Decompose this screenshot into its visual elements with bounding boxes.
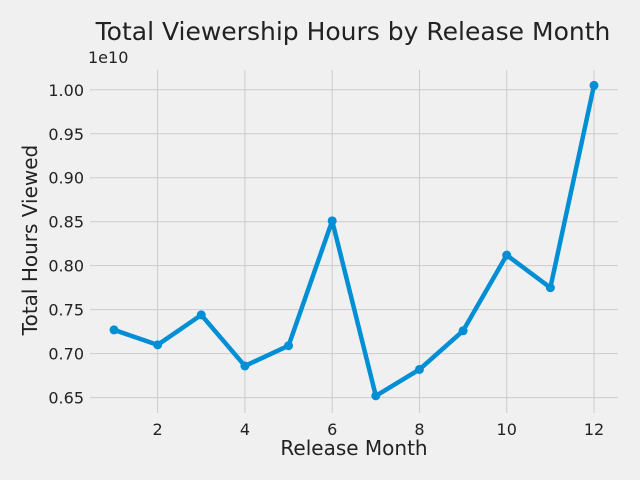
data-point [196, 310, 206, 320]
x-tick-label: 6 [327, 420, 337, 439]
data-point [109, 325, 119, 335]
series [109, 80, 599, 401]
y-axis-label: Total Hours Viewed [18, 145, 42, 336]
data-point [327, 216, 337, 226]
y-tick-label: 0.80 [48, 257, 84, 276]
x-tick-label: 12 [584, 420, 604, 439]
x-tick-label: 8 [414, 420, 424, 439]
data-point [458, 326, 468, 336]
x-tick-label: 10 [497, 420, 517, 439]
y-tick-label: 0.90 [48, 169, 84, 188]
chart-title: Total Viewership Hours by Release Month [95, 17, 611, 46]
data-point [545, 283, 555, 293]
data-point [240, 361, 250, 371]
data-point [502, 250, 512, 260]
x-axis-label: Release Month [280, 436, 427, 460]
y-tick-label: 0.65 [48, 389, 84, 408]
y-tick-label: 0.85 [48, 213, 84, 232]
tick-labels: 2 4 6 8 10 12 0.65 0.70 0.75 0.80 0.85 0.90 0.95 1.00 [48, 81, 604, 439]
y-axis-offset-label: 1e10 [88, 48, 128, 67]
data-point [414, 364, 424, 374]
data-point [589, 80, 599, 90]
x-tick-label: 4 [240, 420, 250, 439]
y-tick-label: 0.75 [48, 301, 84, 320]
y-tick-label: 0.70 [48, 345, 84, 364]
series-line [111, 83, 597, 399]
data-point [284, 341, 294, 351]
x-tick-label: 2 [153, 420, 163, 439]
y-tick-label: 0.95 [48, 125, 84, 144]
data-point [153, 340, 163, 350]
data-point [371, 391, 381, 401]
grid [90, 70, 618, 413]
y-tick-label: 1.00 [48, 81, 84, 100]
